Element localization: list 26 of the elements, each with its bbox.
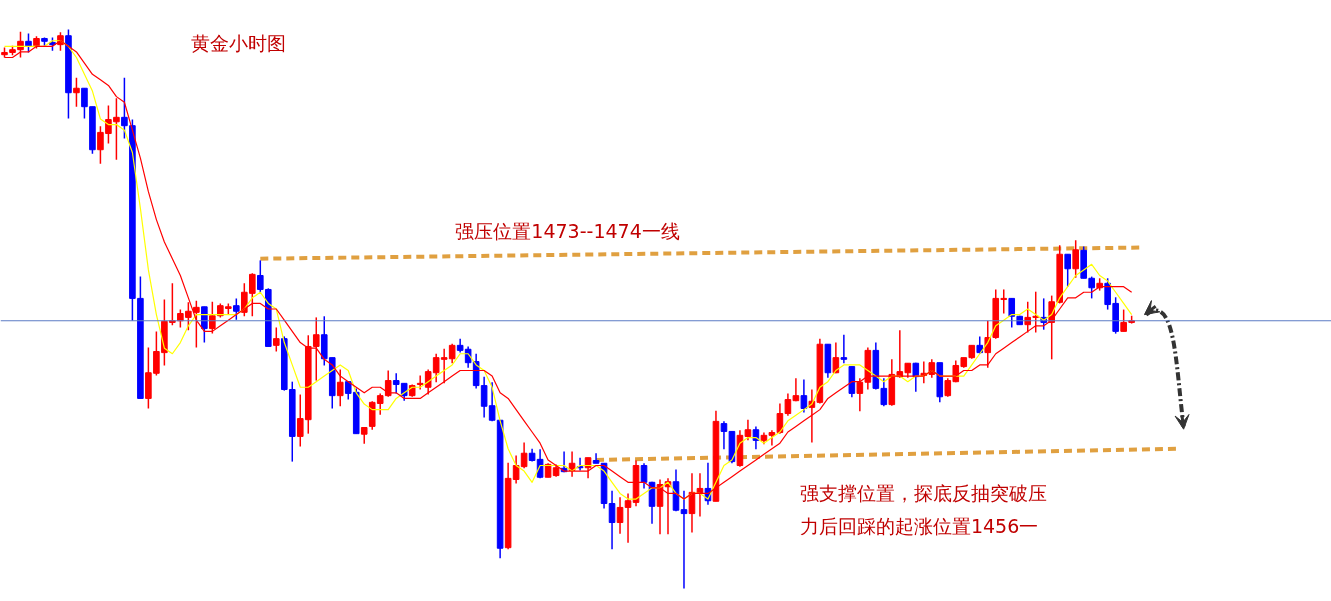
candlestick [616, 496, 624, 535]
candlestick [272, 326, 280, 353]
candlestick [624, 492, 632, 544]
candlestick [840, 333, 848, 364]
chart-title: 黄金小时图 [190, 32, 286, 55]
candlestick [608, 489, 616, 551]
candlestick [984, 320, 992, 369]
candlestick [680, 489, 688, 590]
candlestick [800, 378, 808, 414]
candlestick [193, 299, 200, 349]
annotation: 强支撑位置，探底反抽突破压力后回踩的起涨位置1456一 [799, 482, 1047, 537]
candlestick [416, 374, 424, 391]
candlestick [720, 420, 728, 451]
candlestick [1072, 239, 1079, 279]
annotation: 强压位置1473--1474一线 [455, 219, 680, 242]
candlestick [856, 377, 864, 413]
candlestick [25, 32, 32, 54]
candlestick [201, 306, 208, 344]
candlestick [592, 452, 600, 465]
candlestick [584, 456, 592, 480]
candlestick [640, 462, 648, 490]
candlestick [336, 368, 344, 408]
candlestick [1064, 253, 1071, 288]
candlestick [233, 297, 240, 321]
candlestick [928, 358, 936, 379]
candlestick [73, 76, 80, 108]
